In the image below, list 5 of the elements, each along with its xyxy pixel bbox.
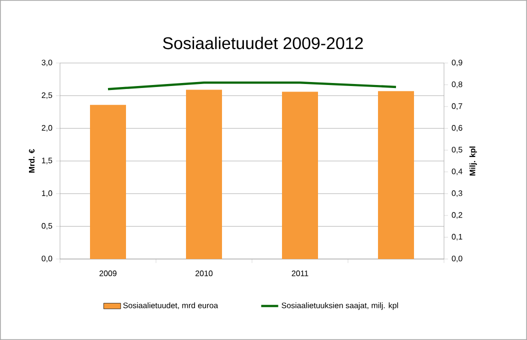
bar xyxy=(282,92,318,259)
chart-title: Sosiaalietuudet 2009-2012 xyxy=(163,36,363,50)
bar xyxy=(186,90,222,259)
bar xyxy=(378,91,414,259)
bar xyxy=(90,104,126,259)
